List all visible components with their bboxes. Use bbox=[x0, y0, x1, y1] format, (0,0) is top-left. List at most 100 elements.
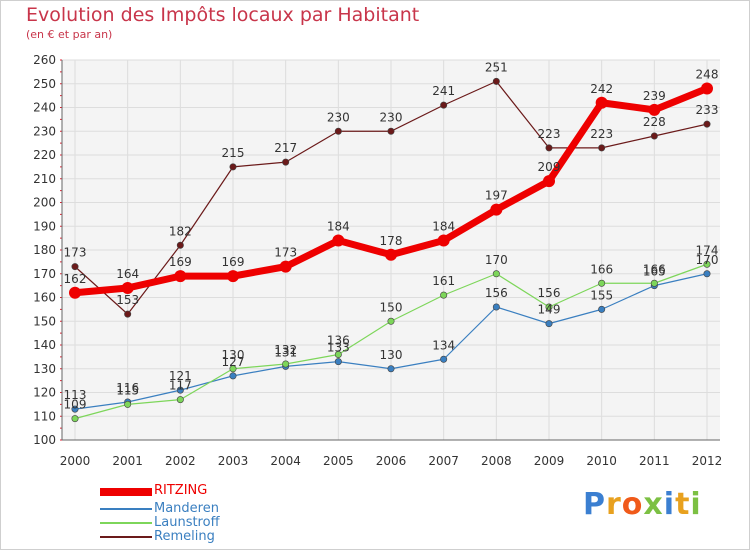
data-point-manderen bbox=[229, 372, 237, 380]
y-tick-label: 200 bbox=[33, 196, 56, 210]
legend-label-manderen: Manderen bbox=[154, 501, 219, 516]
legend-swatch-manderen bbox=[100, 508, 152, 510]
data-point-manderen bbox=[71, 405, 79, 413]
data-point-ritzing bbox=[437, 234, 450, 247]
chart-subtitle: (en € et par an) bbox=[26, 28, 113, 41]
data-point-launstroff bbox=[176, 396, 184, 404]
data-point-ritzing bbox=[490, 203, 503, 216]
logo-letter: x bbox=[643, 487, 664, 522]
y-tick-label: 230 bbox=[33, 124, 56, 138]
x-tick-label: 2005 bbox=[323, 454, 354, 468]
y-tick-label: 180 bbox=[33, 243, 56, 257]
data-label-launstroff: 115 bbox=[116, 383, 139, 397]
data-point-manderen bbox=[440, 355, 448, 363]
legend-label-launstroff: Launstroff bbox=[154, 515, 220, 530]
data-label-launstroff: 117 bbox=[169, 379, 192, 393]
data-point-manderen bbox=[334, 358, 342, 366]
logo-letter: i bbox=[663, 487, 676, 522]
data-point-ritzing bbox=[121, 282, 134, 294]
data-point-ritzing bbox=[332, 234, 345, 247]
y-tick-label: 210 bbox=[33, 172, 56, 186]
legend-label-remeling: Remeling bbox=[154, 529, 215, 544]
x-tick-label: 2001 bbox=[112, 454, 143, 468]
legend-swatch-remeling bbox=[100, 536, 152, 538]
data-label-remeling: 223 bbox=[590, 127, 613, 141]
data-point-launstroff bbox=[282, 360, 290, 368]
data-point-ritzing bbox=[69, 286, 81, 299]
x-tick-label: 2006 bbox=[376, 454, 407, 468]
data-label-manderen: 149 bbox=[538, 303, 561, 317]
data-point-launstroff bbox=[124, 400, 132, 408]
data-point-remeling bbox=[703, 120, 711, 128]
data-point-manderen bbox=[176, 386, 184, 394]
y-tick-label: 100 bbox=[33, 433, 56, 447]
y-tick-label: 160 bbox=[33, 291, 56, 305]
data-label-manderen: 121 bbox=[169, 369, 192, 383]
data-point-ritzing bbox=[648, 103, 661, 116]
logo-letter: P bbox=[583, 487, 606, 522]
data-point-ritzing bbox=[279, 260, 292, 273]
data-label-ritzing: 173 bbox=[274, 246, 297, 260]
x-tick-label: 2004 bbox=[270, 454, 301, 468]
data-label-ritzing: 178 bbox=[380, 234, 403, 248]
data-point-ritzing bbox=[174, 270, 187, 283]
data-point-launstroff bbox=[703, 260, 711, 268]
data-label-remeling: 251 bbox=[485, 60, 508, 74]
data-label-ritzing: 242 bbox=[590, 82, 613, 96]
x-tick-label: 2008 bbox=[481, 454, 512, 468]
y-tick-label: 150 bbox=[33, 314, 56, 328]
data-label-ritzing: 184 bbox=[327, 220, 350, 234]
legend-swatch-launstroff bbox=[100, 522, 152, 524]
x-tick-label: 2000 bbox=[60, 454, 91, 468]
data-label-remeling: 217 bbox=[274, 141, 297, 155]
data-point-ritzing bbox=[227, 270, 239, 283]
data-point-ritzing bbox=[701, 82, 713, 95]
y-tick-label: 140 bbox=[33, 338, 56, 352]
data-label-remeling: 182 bbox=[169, 224, 192, 238]
data-label-manderen: 133 bbox=[327, 341, 350, 355]
data-label-remeling: 228 bbox=[643, 115, 666, 129]
data-point-launstroff bbox=[598, 279, 606, 287]
data-point-manderen bbox=[387, 365, 395, 373]
y-tick-label: 220 bbox=[33, 148, 56, 162]
data-label-manderen: 165 bbox=[643, 265, 666, 279]
data-label-manderen: 134 bbox=[432, 338, 455, 352]
data-point-remeling bbox=[282, 158, 290, 166]
data-label-launstroff: 136 bbox=[327, 334, 350, 348]
data-point-remeling bbox=[545, 144, 553, 152]
data-point-ritzing bbox=[385, 248, 397, 261]
data-label-ritzing: 169 bbox=[169, 255, 192, 269]
data-label-manderen: 156 bbox=[485, 286, 508, 300]
data-point-remeling bbox=[334, 127, 342, 135]
data-label-manderen: 113 bbox=[64, 388, 87, 402]
logo-letter: o bbox=[621, 487, 644, 522]
proxiti-logo: Proxiti bbox=[583, 487, 702, 522]
data-label-launstroff: 170 bbox=[485, 253, 508, 267]
data-label-remeling: 230 bbox=[327, 110, 350, 124]
data-point-remeling bbox=[124, 310, 132, 318]
data-label-remeling: 215 bbox=[222, 146, 245, 160]
y-tick-label: 240 bbox=[33, 101, 56, 115]
data-label-ritzing: 197 bbox=[485, 189, 508, 203]
data-point-launstroff bbox=[440, 291, 448, 299]
data-point-remeling bbox=[387, 127, 395, 135]
data-point-launstroff bbox=[334, 350, 342, 358]
data-label-launstroff: 109 bbox=[64, 398, 87, 412]
logo-letter: r bbox=[606, 487, 622, 522]
data-label-launstroff: 132 bbox=[274, 343, 297, 357]
data-label-remeling: 223 bbox=[538, 127, 561, 141]
data-label-ritzing: 184 bbox=[432, 220, 455, 234]
data-label-remeling: 173 bbox=[64, 246, 87, 260]
y-tick-label: 190 bbox=[33, 219, 56, 233]
data-point-launstroff bbox=[229, 365, 237, 373]
data-point-launstroff bbox=[387, 317, 395, 325]
data-label-ritzing: 239 bbox=[643, 89, 666, 103]
data-point-remeling bbox=[71, 263, 79, 271]
data-point-remeling bbox=[229, 163, 237, 171]
data-point-remeling bbox=[650, 132, 658, 140]
x-tick-label: 2009 bbox=[534, 454, 565, 468]
data-point-launstroff bbox=[545, 303, 553, 311]
data-label-manderen: 130 bbox=[380, 348, 403, 362]
data-point-manderen bbox=[598, 305, 606, 313]
